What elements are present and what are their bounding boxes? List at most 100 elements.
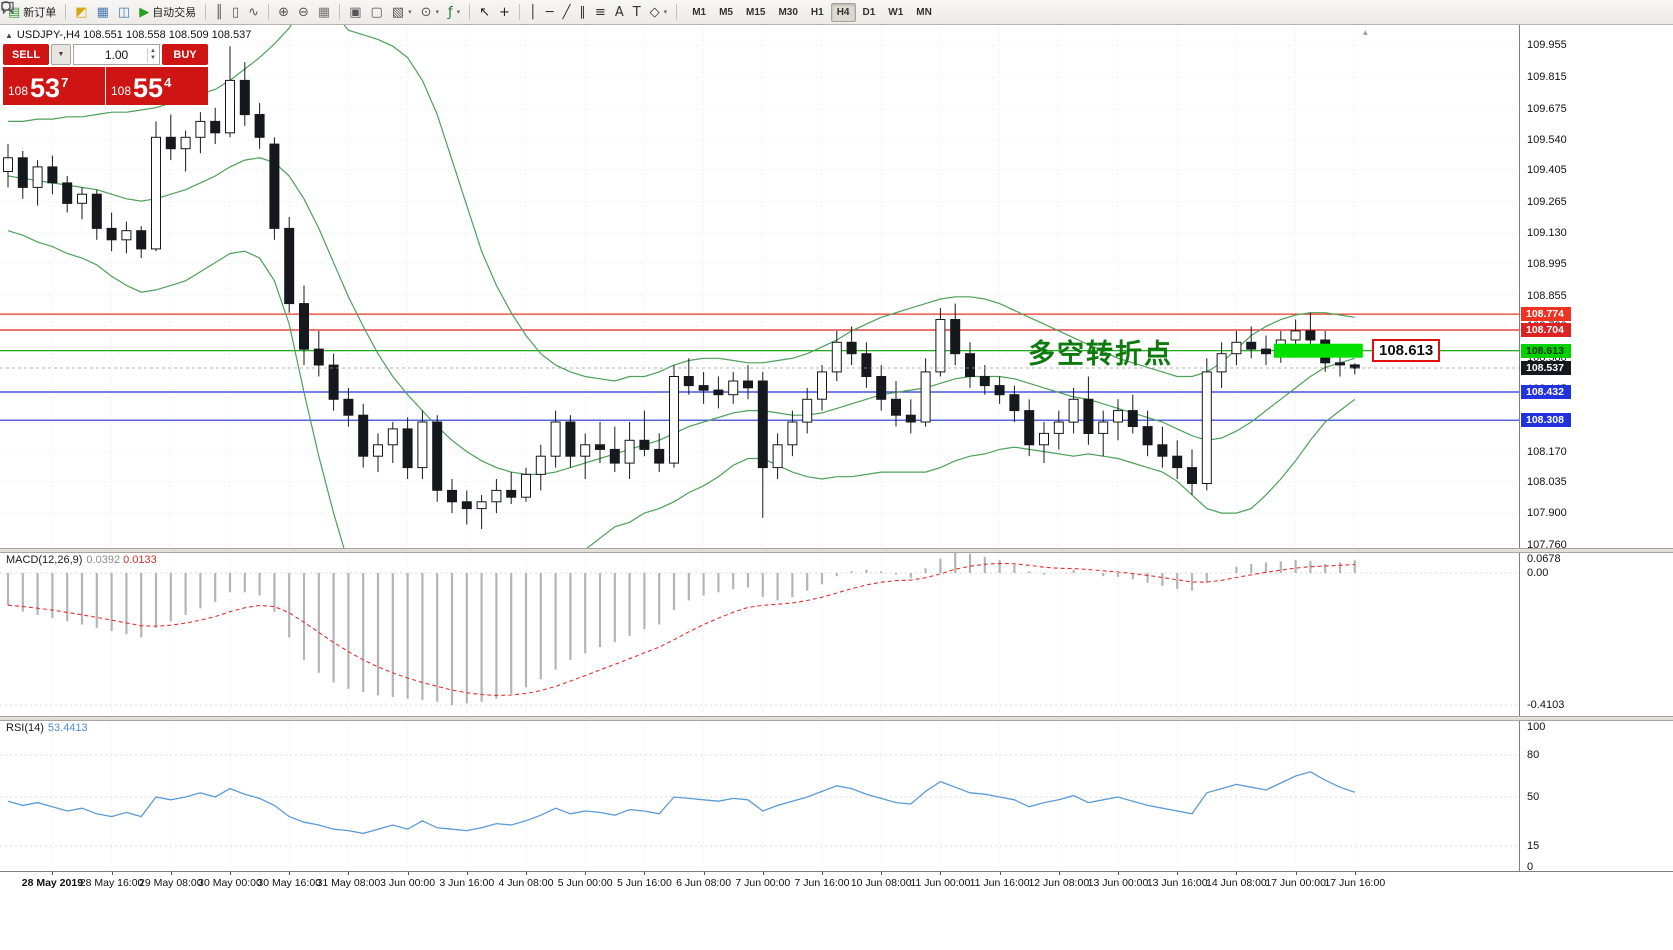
- buy-button[interactable]: BUY: [162, 44, 208, 65]
- indicators-icon: ƒ: [448, 4, 453, 20]
- price-tag-108.704[interactable]: 108.704: [1521, 323, 1571, 337]
- lot-increase-button[interactable]: ▲: [147, 47, 158, 55]
- rsi-axis-label: 100: [1527, 721, 1546, 733]
- time-axis-label: 17 Jun 16:00: [1324, 877, 1386, 889]
- time-tick: [526, 872, 527, 875]
- tile-windows-icon: ▣: [349, 4, 362, 20]
- price-callout-label[interactable]: 108.613: [1372, 339, 1441, 362]
- chart-canvas[interactable]: ▲ USDJPY-,H4 108.551 108.558 108.509 108.…: [0, 25, 1519, 548]
- price-tag-108.613[interactable]: 108.613: [1521, 343, 1571, 358]
- buy-price-big: 55: [133, 73, 164, 104]
- channel-button[interactable]: ∥: [575, 1, 590, 23]
- time-tick: [644, 872, 646, 875]
- sell-price-display[interactable]: 108 53 7: [3, 67, 105, 105]
- macd-pane[interactable]: MACD(12,26,9) 0.0392 0.0133: [0, 551, 1519, 716]
- toolbar-separator: [65, 4, 67, 20]
- text-button[interactable]: A: [611, 1, 628, 23]
- time-tick: [1295, 872, 1297, 875]
- time-axis[interactable]: 28 May 2019 28 May 16:00 29 May 08:00 30 Ma…: [0, 871, 1673, 950]
- navigator-button[interactable]: ◫: [114, 1, 134, 23]
- price-tag-108.774[interactable]: 108.774: [1521, 307, 1571, 322]
- sell-button[interactable]: SELL: [3, 44, 49, 65]
- macd-signal-value: 0.0133: [123, 554, 157, 566]
- timeframe-m15[interactable]: M15: [746, 6, 766, 18]
- candlestick-chart-button[interactable]: ▯: [228, 1, 243, 23]
- bollinger-middle-band: [7, 157, 1355, 475]
- time-tick: [881, 872, 883, 875]
- bar-chart-button[interactable]: ║: [211, 1, 227, 23]
- time-axis-label: 5 Jun 16:00: [616, 877, 672, 889]
- symbol-period-text: USDJPY-,H4: [16, 29, 81, 41]
- lot-size-field[interactable]: 1.00 ▲ ▼: [73, 44, 160, 65]
- timeframe-h1[interactable]: H1: [810, 6, 824, 18]
- pane-separator[interactable]: [0, 716, 1673, 721]
- macd-svg: [0, 551, 1519, 716]
- horizontal-line-button[interactable]: ─: [542, 1, 558, 23]
- time-axis-label: 12 Jun 08:00: [1028, 877, 1090, 889]
- cursor-button[interactable]: ↖: [475, 1, 494, 23]
- bollinger-upper-band: [8, 25, 1355, 382]
- timeframe-d1[interactable]: D1: [862, 6, 876, 18]
- zoom-out-button[interactable]: ⊖: [294, 1, 313, 23]
- time-axis-label: 30 May 00:00: [198, 877, 262, 889]
- time-tick: [466, 872, 468, 875]
- vertical-line-button[interactable]: │: [525, 1, 541, 23]
- timeframe-mn[interactable]: MN: [916, 6, 932, 18]
- horizontal-line-icon: ─: [545, 4, 554, 20]
- cascade-windows-icon: ▢: [370, 4, 383, 20]
- rsi-label: RSI(14) 53.4413: [6, 722, 88, 734]
- lot-decrease-button[interactable]: ▼: [147, 54, 158, 62]
- time-axis-label: 28 May 16:00: [79, 877, 144, 889]
- cascade-windows-button[interactable]: ▢: [366, 1, 386, 23]
- auto-trading-button[interactable]: ▶ 自动交易: [135, 1, 200, 23]
- time-tick: [52, 872, 54, 875]
- rsi-axis-label: 80: [1527, 749, 1540, 761]
- timeframe-w1[interactable]: W1: [888, 6, 904, 18]
- fibonacci-button[interactable]: ≡: [591, 1, 610, 23]
- timeframe-m1[interactable]: M1: [692, 6, 707, 18]
- line-chart-icon: ∿: [248, 4, 260, 20]
- tile-windows-button[interactable]: ▣: [345, 1, 365, 23]
- highlight-zone[interactable]: [1273, 343, 1363, 358]
- line-chart-button[interactable]: ∿: [244, 1, 263, 23]
- timeframe-m5[interactable]: M5: [719, 6, 733, 18]
- rsi-pane[interactable]: RSI(14) 53.4413: [0, 719, 1519, 871]
- price-axis[interactable]: 109.955 109.815 109.675 109.540 109.405 109.2…: [1519, 25, 1673, 873]
- timeframe-m30[interactable]: M30: [778, 6, 798, 18]
- collapse-panel-icon[interactable]: ▲: [5, 31, 13, 40]
- price-tag-108.308[interactable]: 108.308: [1521, 413, 1571, 428]
- new-chart-button[interactable]: ▧ ▾: [388, 1, 416, 23]
- buy-price-prefix: 108: [111, 84, 132, 98]
- new-order-button[interactable]: ▤ 新订单: [4, 1, 60, 23]
- profiles-button[interactable]: ⊙ ▾: [417, 1, 443, 23]
- trendline-button[interactable]: ╱: [559, 1, 575, 23]
- price-tag-108.432[interactable]: 108.432: [1521, 384, 1571, 399]
- auto-trading-button-label: 自动交易: [152, 7, 197, 19]
- caret-down-icon: ▾: [456, 9, 461, 16]
- one-click-trading-panel: SELL ▼ 1.00 ▲ ▼ BUY 108 53 7: [3, 44, 208, 105]
- data-window-button[interactable]: ▦: [93, 1, 113, 23]
- indicators-button[interactable]: ƒ ▾: [444, 1, 464, 23]
- pane-separator[interactable]: [0, 548, 1673, 553]
- fibonacci-icon: ≡: [594, 4, 606, 20]
- order-type-dropdown[interactable]: ▼: [51, 44, 71, 65]
- time-tick: [999, 872, 1001, 875]
- timeframe-h4[interactable]: H4: [830, 2, 856, 22]
- candlestick-chart-icon: ▯: [232, 4, 240, 20]
- candles: [3, 46, 1360, 530]
- shapes-button[interactable]: ◇ ▾: [646, 1, 672, 23]
- buy-price-display[interactable]: 108 55 4: [106, 67, 208, 105]
- zoom-in-button[interactable]: ⊕: [274, 1, 293, 23]
- grid-button[interactable]: ▦: [314, 1, 334, 23]
- toolbar-separator: [339, 4, 341, 20]
- market-watch-button[interactable]: ◩: [71, 1, 91, 23]
- current-price-tag: 108.537: [1521, 361, 1571, 376]
- crosshair-button[interactable]: +: [495, 1, 514, 23]
- label-button[interactable]: T: [629, 1, 645, 23]
- time-tick: [230, 872, 231, 875]
- time-axis-label: 14 Jun 08:00: [1206, 877, 1267, 889]
- time-axis-label: 10 Jun 08:00: [850, 877, 912, 889]
- caret-down-icon: ▾: [435, 9, 440, 16]
- price-axis-label: 108.995: [1527, 257, 1567, 270]
- chart-shift-marker-icon[interactable]: ▴: [1363, 27, 1368, 37]
